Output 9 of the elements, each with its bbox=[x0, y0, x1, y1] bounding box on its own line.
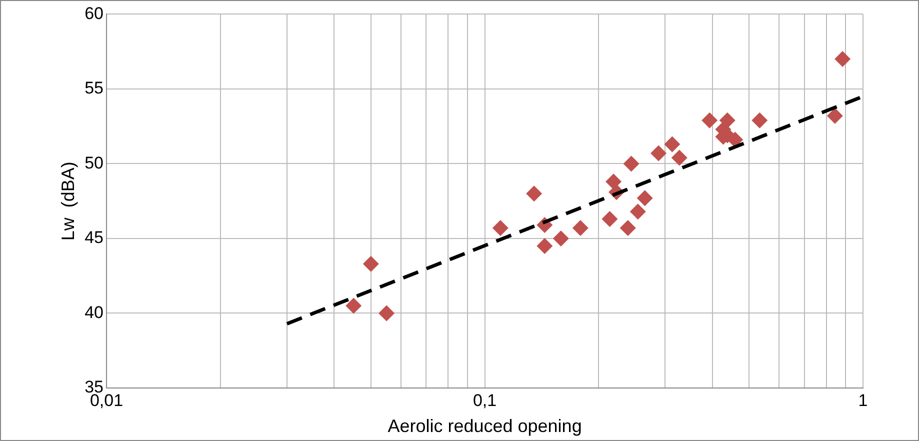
y-tick-label: 40 bbox=[84, 302, 104, 322]
y-tick-label: 50 bbox=[84, 153, 104, 172]
x-axis-title: Aerolic reduced opening bbox=[388, 416, 582, 436]
x-tick-label: 0,1 bbox=[472, 390, 497, 410]
y-tick-label: 60 bbox=[84, 4, 104, 23]
y-axis-title: Lw (dBA) bbox=[58, 162, 78, 241]
x-tick-label: 1 bbox=[858, 390, 868, 410]
y-tick-label: 45 bbox=[84, 228, 104, 248]
y-tick-label: 55 bbox=[84, 78, 104, 98]
